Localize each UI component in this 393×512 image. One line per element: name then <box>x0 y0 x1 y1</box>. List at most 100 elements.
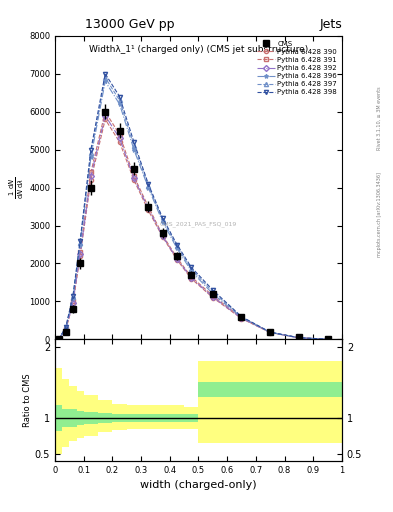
Pythia 6.428 398 <box>297 335 301 341</box>
Pythia 6.428 398 <box>56 336 61 343</box>
Pythia 6.428 398 <box>117 94 122 100</box>
Pythia 6.428 392 <box>117 135 122 141</box>
Pythia 6.428 390 <box>71 300 75 306</box>
Line: Pythia 6.428 397: Pythia 6.428 397 <box>57 75 330 342</box>
Text: Widthλ_1¹ (charged only) (CMS jet substructure): Widthλ_1¹ (charged only) (CMS jet substr… <box>89 45 308 54</box>
Pythia 6.428 397 <box>174 243 179 249</box>
Pythia 6.428 396 <box>88 154 93 160</box>
Pythia 6.428 390 <box>211 294 215 301</box>
Pythia 6.428 396 <box>146 184 151 190</box>
Pythia 6.428 392 <box>88 173 93 179</box>
Pythia 6.428 390 <box>160 234 165 240</box>
Pythia 6.428 392 <box>103 113 108 119</box>
Text: Rivet 3.1.10, ≥ 3M events: Rivet 3.1.10, ≥ 3M events <box>377 86 382 150</box>
Pythia 6.428 392 <box>325 336 330 343</box>
Pythia 6.428 390 <box>117 139 122 145</box>
Pythia 6.428 396 <box>132 146 136 153</box>
Text: 13000 GeV pp: 13000 GeV pp <box>85 18 174 31</box>
Pythia 6.428 396 <box>56 336 61 343</box>
Line: Pythia 6.428 398: Pythia 6.428 398 <box>57 72 330 342</box>
Pythia 6.428 397 <box>117 97 122 103</box>
Pythia 6.428 390 <box>174 257 179 263</box>
Pythia 6.428 398 <box>325 336 330 343</box>
Pythia 6.428 398 <box>63 324 68 330</box>
Pythia 6.428 391 <box>174 255 179 261</box>
Pythia 6.428 391 <box>71 298 75 305</box>
Pythia 6.428 391 <box>189 274 194 280</box>
Pythia 6.428 390 <box>132 177 136 183</box>
Pythia 6.428 397 <box>78 240 83 246</box>
Pythia 6.428 396 <box>174 245 179 251</box>
Line: Pythia 6.428 391: Pythia 6.428 391 <box>57 110 330 342</box>
Pythia 6.428 397 <box>103 75 108 81</box>
Pythia 6.428 396 <box>297 335 301 341</box>
Pythia 6.428 391 <box>56 336 61 343</box>
Pythia 6.428 390 <box>239 315 244 322</box>
Pythia 6.428 396 <box>71 294 75 301</box>
Pythia 6.428 397 <box>160 217 165 223</box>
Pythia 6.428 397 <box>268 329 273 335</box>
Legend: CMS, Pythia 6.428 390, Pythia 6.428 391, Pythia 6.428 392, Pythia 6.428 396, Pyt: CMS, Pythia 6.428 390, Pythia 6.428 391,… <box>256 39 338 97</box>
Pythia 6.428 397 <box>211 289 215 295</box>
Pythia 6.428 392 <box>297 335 301 341</box>
Pythia 6.428 392 <box>71 300 75 306</box>
Pythia 6.428 392 <box>56 336 61 343</box>
Pythia 6.428 396 <box>239 314 244 321</box>
Text: CMS_2021_PAS_FSQ_019: CMS_2021_PAS_FSQ_019 <box>160 221 237 227</box>
Pythia 6.428 396 <box>189 268 194 274</box>
Pythia 6.428 397 <box>325 336 330 343</box>
Pythia 6.428 396 <box>103 78 108 84</box>
Pythia 6.428 398 <box>160 215 165 221</box>
Pythia 6.428 398 <box>132 139 136 145</box>
Pythia 6.428 392 <box>239 315 244 321</box>
Pythia 6.428 391 <box>63 326 68 332</box>
Pythia 6.428 391 <box>211 293 215 299</box>
Pythia 6.428 392 <box>211 294 215 300</box>
Pythia 6.428 392 <box>268 329 273 335</box>
Text: mcplots.cern.ch [arXiv:1306.3436]: mcplots.cern.ch [arXiv:1306.3436] <box>377 173 382 258</box>
Pythia 6.428 397 <box>88 151 93 157</box>
Y-axis label: Ratio to CMS: Ratio to CMS <box>23 373 32 427</box>
Pythia 6.428 396 <box>268 329 273 335</box>
Pythia 6.428 398 <box>239 313 244 319</box>
Pythia 6.428 398 <box>71 293 75 299</box>
Pythia 6.428 391 <box>103 109 108 115</box>
Pythia 6.428 391 <box>88 169 93 176</box>
Pythia 6.428 390 <box>189 275 194 282</box>
Pythia 6.428 392 <box>189 275 194 281</box>
Pythia 6.428 398 <box>268 329 273 335</box>
Pythia 6.428 391 <box>117 132 122 138</box>
Pythia 6.428 390 <box>146 207 151 214</box>
Line: Pythia 6.428 392: Pythia 6.428 392 <box>57 114 330 342</box>
Pythia 6.428 396 <box>117 101 122 107</box>
Pythia 6.428 391 <box>160 232 165 238</box>
Pythia 6.428 390 <box>88 177 93 183</box>
Pythia 6.428 398 <box>189 264 194 270</box>
Pythia 6.428 390 <box>63 327 68 333</box>
Pythia 6.428 390 <box>103 116 108 122</box>
Pythia 6.428 396 <box>160 219 165 225</box>
Pythia 6.428 397 <box>132 143 136 149</box>
Pythia 6.428 390 <box>325 336 330 343</box>
Pythia 6.428 392 <box>146 205 151 211</box>
X-axis label: width (charged-only): width (charged-only) <box>140 480 257 490</box>
Pythia 6.428 392 <box>132 175 136 181</box>
Line: Pythia 6.428 396: Pythia 6.428 396 <box>57 79 330 342</box>
Pythia 6.428 398 <box>146 181 151 187</box>
Pythia 6.428 396 <box>211 291 215 297</box>
Text: Jets: Jets <box>319 18 342 31</box>
Pythia 6.428 397 <box>56 336 61 343</box>
Pythia 6.428 391 <box>132 173 136 179</box>
Pythia 6.428 391 <box>146 203 151 209</box>
Pythia 6.428 397 <box>146 183 151 189</box>
Pythia 6.428 391 <box>78 249 83 255</box>
Pythia 6.428 390 <box>78 253 83 259</box>
Pythia 6.428 398 <box>78 238 83 244</box>
Pythia 6.428 392 <box>63 327 68 333</box>
Pythia 6.428 396 <box>63 325 68 331</box>
Pythia 6.428 397 <box>71 294 75 300</box>
Pythia 6.428 391 <box>239 315 244 321</box>
Pythia 6.428 396 <box>78 242 83 248</box>
Pythia 6.428 396 <box>325 336 330 343</box>
Pythia 6.428 390 <box>56 336 61 343</box>
